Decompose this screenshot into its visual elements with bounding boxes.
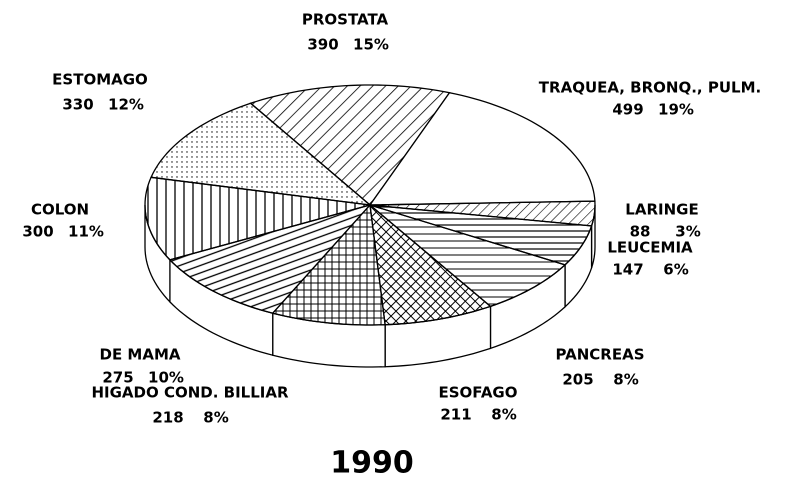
slice-percent: 12% <box>108 96 144 114</box>
slice-value: 211 <box>440 406 471 424</box>
slice-label: LEUCEMIA <box>607 239 693 257</box>
pie-slice <box>369 204 567 308</box>
pie-slice <box>369 204 593 266</box>
slice-value: 300 <box>22 223 53 241</box>
slice-label: LARINGE <box>625 201 698 219</box>
slice-value: 88 <box>630 223 651 241</box>
slice-label: PROSTATA <box>302 11 389 29</box>
pie-slice <box>249 84 451 206</box>
slice-percent: 10% <box>148 369 184 387</box>
slice-value: 218 <box>152 409 183 427</box>
pie-slice <box>271 203 386 326</box>
slice-percent: 8% <box>491 406 516 424</box>
pie-slice <box>369 200 596 227</box>
pie-slice <box>168 203 372 314</box>
slice-percent: 6% <box>663 261 688 279</box>
slice-label: COLON <box>31 201 89 219</box>
slice-value: 275 <box>102 369 133 387</box>
slice-percent: 8% <box>613 371 638 389</box>
pie-slice <box>368 92 596 206</box>
slice-value: 205 <box>562 371 593 389</box>
slice-value: 499 <box>612 101 643 119</box>
slice-label: PANCREAS <box>556 346 645 364</box>
chart-title: 1990 <box>330 446 414 481</box>
slice-percent: 19% <box>658 101 694 119</box>
slice-label: DE MAMA <box>100 346 181 364</box>
pie-slice <box>369 203 492 326</box>
slice-value: 330 <box>62 96 93 114</box>
slice-label: ESOFAGO <box>439 384 518 402</box>
slice-value: 147 <box>612 261 643 279</box>
slice-percent: 3% <box>675 223 700 241</box>
pie-slice <box>150 102 373 206</box>
slice-label: TRAQUEA, BRONQ., PULM. <box>539 79 761 97</box>
slice-value: 390 <box>307 36 338 54</box>
slice-percent: 11% <box>68 223 104 241</box>
slice-percent: 15% <box>353 36 389 54</box>
slice-percent: 8% <box>203 409 228 427</box>
slice-label: ESTOMAGO <box>52 71 148 89</box>
slice-label: HIGADO COND. BILLIAR <box>91 384 288 402</box>
